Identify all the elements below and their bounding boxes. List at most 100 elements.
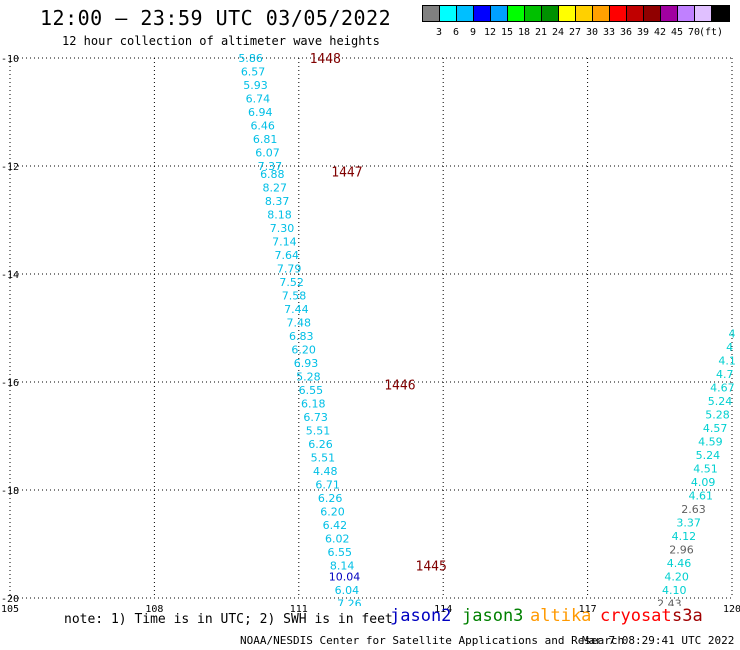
legend-label: 33 <box>602 27 616 38</box>
legend-swatch <box>661 6 678 21</box>
wave-height-value: 6.04 <box>335 584 360 597</box>
wave-height-value: 7.30 <box>270 222 295 235</box>
wave-height-value: 5.24 <box>708 395 733 408</box>
legend-label: 3 <box>435 27 443 38</box>
generated-timestamp: Mar 7 08:29:41 UTC 2022 <box>582 634 735 647</box>
legend-swatch <box>440 6 457 21</box>
wave-height-value: 8.18 <box>267 209 292 222</box>
wave-height-value: 6.18 <box>301 398 326 411</box>
legend-label: 27 <box>568 27 582 38</box>
satellite-jason2: jason2 <box>390 606 452 626</box>
wave-height-value: 7.58 <box>282 290 307 303</box>
legend-swatch <box>593 6 610 21</box>
wave-height-value: 6.81 <box>253 133 278 146</box>
wave-height-value: 7.48 <box>287 317 312 330</box>
wave-height-value: 6.94 <box>248 106 273 119</box>
track-number-label: 1448 <box>310 52 341 67</box>
wave-height-value: 4.67 <box>710 381 735 394</box>
legend-swatch <box>627 6 644 21</box>
wave-height-value: 6.55 <box>299 384 324 397</box>
wave-height-value: 6.26 <box>308 438 333 451</box>
wave-height-value: 7.14 <box>272 236 297 249</box>
wave-height-value: 6.73 <box>303 411 328 424</box>
wave-height-value: 6.07 <box>255 147 280 160</box>
legend-swatch <box>695 6 712 21</box>
legend-swatch <box>644 6 661 21</box>
legend-label: 12 <box>483 27 497 38</box>
wave-height-value: 6.42 <box>323 519 348 532</box>
units-note: note: 1) Time is in UTC; 2) SWH is in fe… <box>64 612 393 627</box>
credit-text: NOAA/NESDIS Center for Satellite Applica… <box>240 634 625 647</box>
wave-height-value: 5.51 <box>306 425 331 438</box>
legend-swatch <box>542 6 559 21</box>
wave-height-value: 4.61 <box>688 489 713 502</box>
wave-height-value: 3.37 <box>676 516 701 529</box>
track-number-label: 1445 <box>416 560 447 575</box>
wave-height-value: 7.26 <box>337 597 362 610</box>
legend-swatch <box>525 6 542 21</box>
x-tick-label: 114 <box>434 604 452 615</box>
wave-height-value: 7.44 <box>284 303 309 316</box>
wave-height-value: 4.57 <box>703 422 728 435</box>
legend-label: 6 <box>452 27 460 38</box>
page-subtitle: 12 hour collection of altimeter wave hei… <box>62 34 380 48</box>
wave-height-value: 6.26 <box>318 492 343 505</box>
wave-height-value: 4.46 <box>667 557 692 570</box>
wave-height-value: 6.55 <box>327 546 352 559</box>
legend-swatch <box>457 6 474 21</box>
axis-ticks: 105 108 111 114 117 120 -10 -12 -14 -16 -18 -20 <box>1 54 740 615</box>
satellite-s3a: s3a <box>672 606 703 626</box>
legend-label: 21 <box>534 27 548 38</box>
legend-swatch <box>423 6 440 21</box>
wave-height-value: 4.7 <box>716 368 734 381</box>
x-tick-label: 105 <box>1 604 19 615</box>
wave-height-value: 5.86 <box>238 52 263 65</box>
wave-height-value: 4.48 <box>313 465 338 478</box>
y-tick-label: -12 <box>1 162 19 173</box>
legend-swatch <box>559 6 576 21</box>
wave-height-value: 7.64 <box>275 249 300 262</box>
y-tick-label: -14 <box>1 270 19 281</box>
legend-labels: 3 6 9 12 15 18 21 24 27 30 33 36 39 42 45 70 (ft) <box>422 25 730 39</box>
satellite-cryosat: cryosat <box>600 606 672 626</box>
wave-height-value: 7.52 <box>279 276 304 289</box>
legend-label: 15 <box>500 27 514 38</box>
wave-height-value: 4.10 <box>662 584 687 597</box>
wave-height-value: 6.88 <box>260 168 285 181</box>
track-labels: 144814471446144514171418 <box>310 52 447 575</box>
x-tick-label: 117 <box>579 604 597 615</box>
legend-label: 42 <box>653 27 667 38</box>
track-number-label: 1447 <box>331 165 362 180</box>
legend-label: 9 <box>469 27 477 38</box>
wave-height-value: 5.24 <box>696 449 721 462</box>
legend-label: (ft) <box>698 27 724 38</box>
x-tick-label: 108 <box>145 604 163 615</box>
wave-height-value: 2.96 <box>669 543 694 556</box>
wave-height-value: 2.43 <box>657 597 682 610</box>
y-tick-label: -20 <box>1 594 19 605</box>
wave-height-value: 6.57 <box>241 66 266 79</box>
y-tick-label: -10 <box>1 54 19 65</box>
wave-height-value: 6.46 <box>250 120 275 133</box>
legend-swatch <box>678 6 695 21</box>
wave-height-value: 4 <box>726 341 733 354</box>
wave-height-value: 6.20 <box>320 506 345 519</box>
wave-height-value: 8.27 <box>262 182 287 195</box>
legend-label: 45 <box>670 27 684 38</box>
wave-height-value: 4 <box>729 327 736 340</box>
y-tick-label: -18 <box>1 486 19 497</box>
wave-height-value: 5.28 <box>705 408 730 421</box>
wave-height-value: 4.1 <box>718 354 736 367</box>
legend-label: 18 <box>517 27 531 38</box>
color-legend: 3 6 9 12 15 18 21 24 27 30 33 36 39 42 45 70 (ft) <box>422 5 730 39</box>
wave-height-value: 7.37 <box>258 160 283 173</box>
wave-height-value: 6.74 <box>246 93 271 106</box>
wave-height-value: 5.93 <box>243 79 268 92</box>
page-title: 12:00 — 23:59 UTC 03/05/2022 <box>40 6 392 30</box>
track-number-label: 1446 <box>384 379 415 394</box>
legend-swatch <box>491 6 508 21</box>
wave-height-value: 7.79 <box>277 263 302 276</box>
satellite-jason3: jason3 <box>462 606 524 626</box>
legend-label: 24 <box>551 27 565 38</box>
